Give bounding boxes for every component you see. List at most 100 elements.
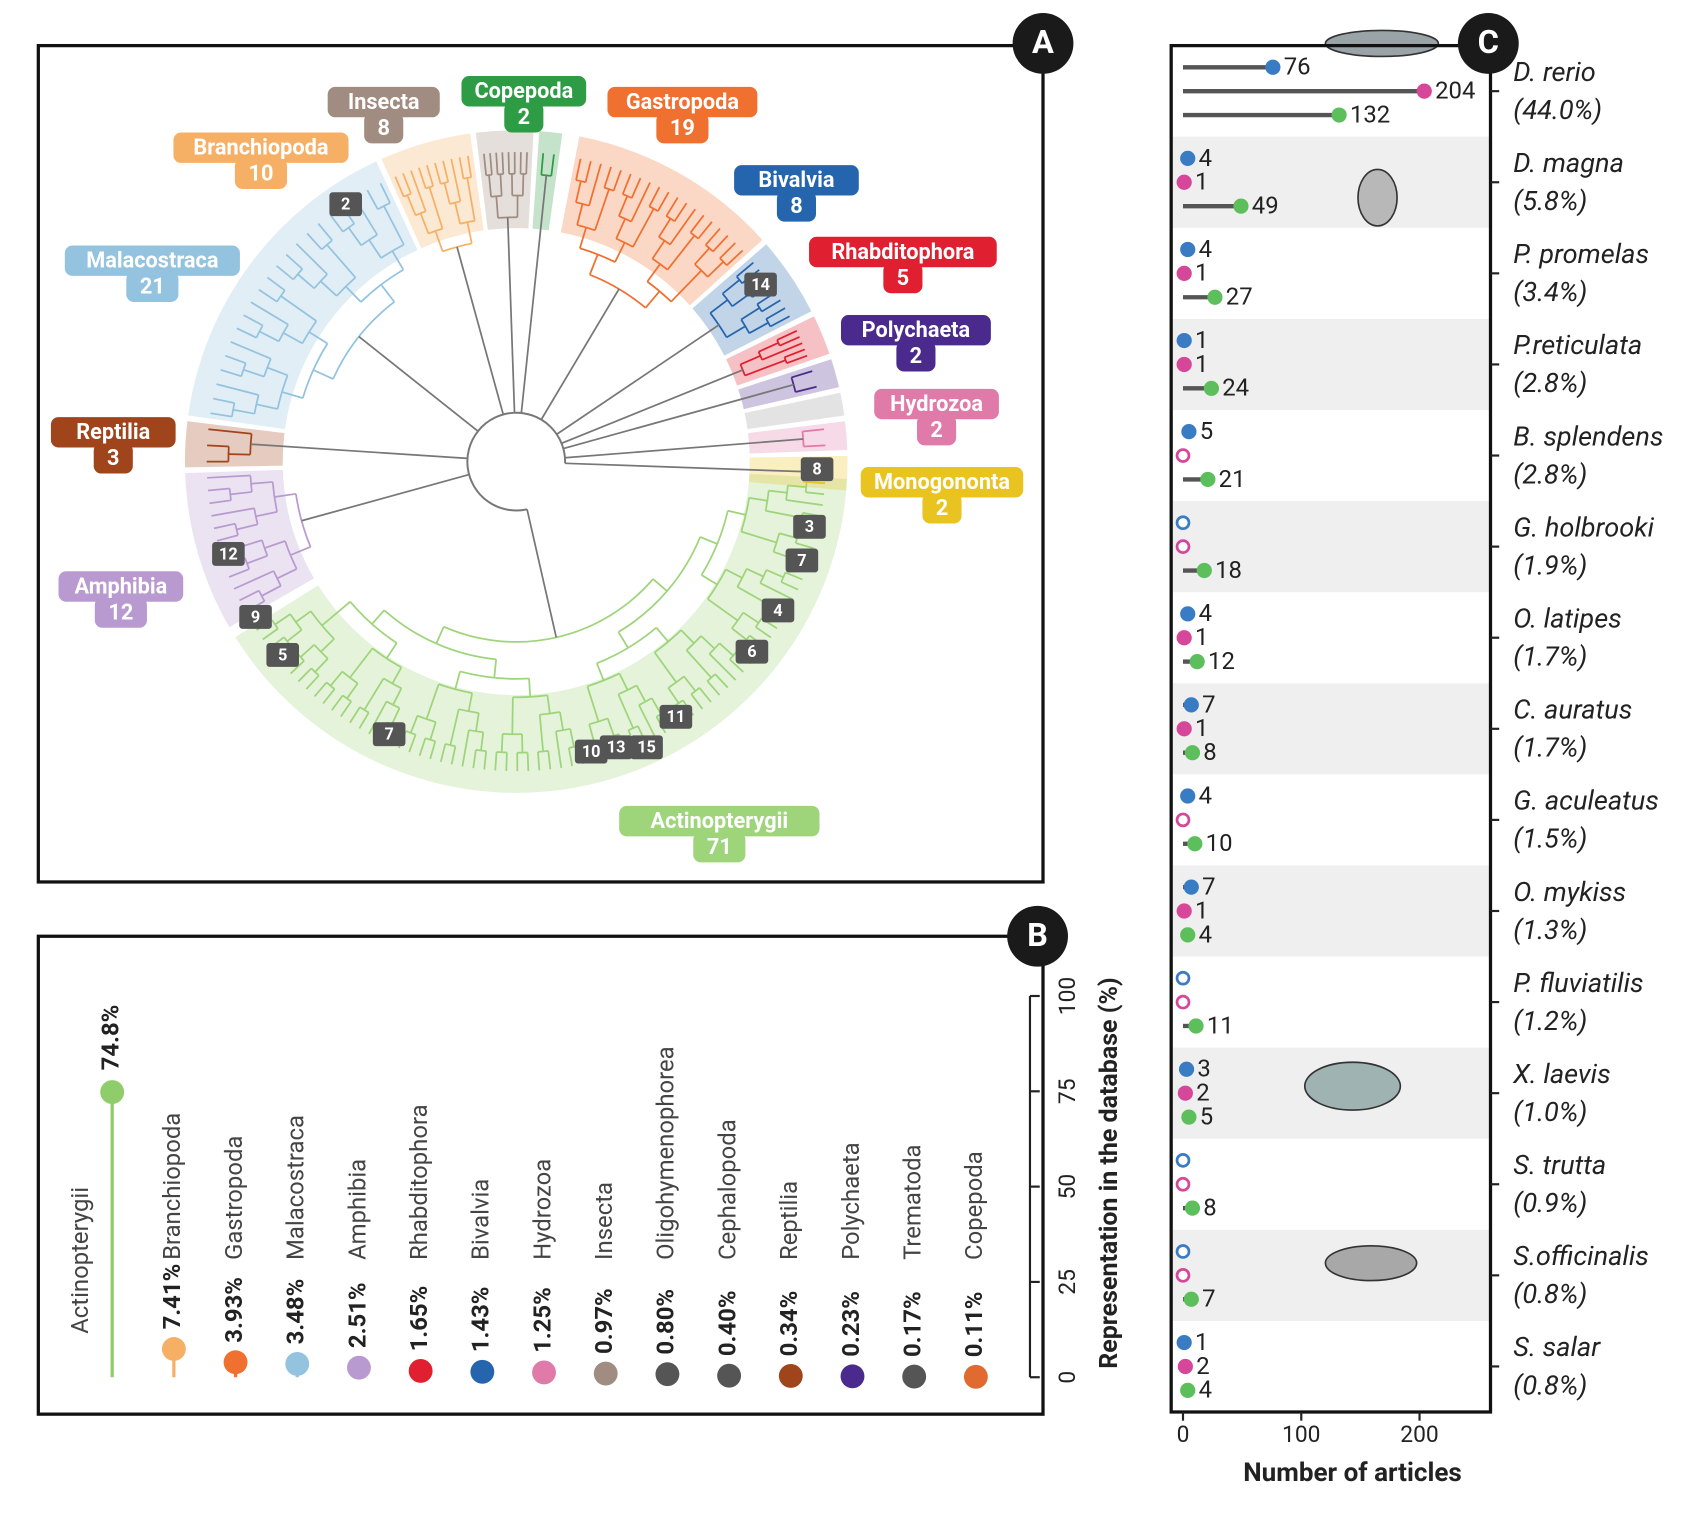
panel-a-frame (36, 43, 1045, 884)
lollipop-dot (1176, 630, 1192, 646)
tree-branch (618, 195, 629, 217)
tree-branch (266, 276, 286, 292)
tree-stem (456, 246, 505, 415)
tree-branch (584, 160, 592, 183)
tree-branch (765, 318, 772, 327)
tree-branch (667, 687, 680, 704)
clade-marker (574, 739, 608, 764)
lollipop-dot (593, 1361, 618, 1386)
category-label: S. salar (1513, 1331, 1601, 1363)
tree-branch (258, 590, 266, 602)
tree-branch (490, 195, 502, 198)
tree-branch (537, 750, 549, 753)
lollipop-dot (1181, 1109, 1197, 1125)
lollipop-dot (1176, 174, 1192, 190)
clade-marker (329, 192, 362, 217)
tree-sector (726, 316, 830, 386)
category-label: Hydrozoa (528, 1159, 556, 1260)
tree-branch (230, 341, 272, 360)
category-label: Cephalopoda (713, 1119, 741, 1260)
tree-branch (358, 712, 370, 729)
tree-branch (442, 242, 472, 253)
category-label: Malacostraca (282, 1115, 310, 1260)
tree-branch (359, 706, 370, 714)
tree-branch (483, 751, 488, 770)
tree-branch (726, 249, 744, 266)
clade-count: 3 (107, 446, 119, 471)
tree-branch (709, 299, 729, 314)
tree-branch (505, 752, 508, 772)
tree-branch (458, 157, 465, 179)
value-label: 8 (1203, 738, 1216, 766)
lollipop-dot (840, 1364, 865, 1389)
lollipop-dot (1175, 515, 1191, 531)
tree-branch (266, 366, 288, 377)
value-label: 2 (1196, 1079, 1209, 1107)
tree-branch (780, 581, 799, 591)
tree-stem (526, 509, 558, 638)
tree-branch (588, 254, 599, 275)
clade-count: 2 (936, 496, 948, 521)
clade-count-box (693, 831, 746, 863)
tree-branch (216, 534, 239, 542)
tree-branch (280, 295, 317, 322)
lollipop-dot (1175, 448, 1191, 463)
tree-branch (589, 273, 647, 309)
tree-branch (434, 162, 442, 185)
lollipop-dot (1331, 107, 1347, 123)
value-label: 1 (1195, 896, 1208, 924)
tree-branch (670, 269, 702, 303)
tree-branch (454, 671, 461, 690)
lollipop-dot (223, 1350, 248, 1375)
lollipop-dot (1176, 265, 1192, 281)
category-share: (0.8%) (1513, 1369, 1587, 1401)
clade-count: 8 (790, 194, 802, 219)
tree-branch (586, 686, 600, 722)
tree-branch (450, 158, 462, 202)
daphnia-icon (1357, 168, 1398, 227)
value-label: 132 (1350, 100, 1390, 128)
tree-branch (314, 658, 329, 673)
panel-letter: A (1032, 23, 1054, 61)
tree-branch (225, 354, 247, 364)
tree-branch (646, 263, 661, 283)
clade-marker (735, 639, 769, 664)
panel-b: 0 25 50 75 100 Representation in the database… (66, 977, 1124, 1389)
lollipop-dot (1180, 1382, 1196, 1398)
tree-branch (276, 374, 289, 410)
clade-label-box (809, 236, 997, 268)
tree-branch (754, 617, 763, 628)
tree-branch (658, 218, 672, 238)
tree-branch (281, 391, 304, 399)
lollipop-dot (1175, 1153, 1191, 1168)
tree-branch (310, 610, 335, 640)
tree-branch (394, 176, 405, 198)
clade-label-box (58, 571, 184, 602)
tree-branch (466, 221, 473, 244)
lollipop-dot (1176, 332, 1192, 349)
frog-icon (1303, 1061, 1402, 1111)
clade-marker-label: 7 (797, 551, 806, 570)
tree-branch (803, 480, 826, 485)
tree-branch (665, 197, 679, 217)
tree-branch (651, 697, 662, 715)
value-label: 1 (1195, 714, 1208, 742)
y-tick-label: 50 (1054, 1174, 1081, 1200)
tree-branch (406, 194, 417, 216)
tree-branch (657, 191, 670, 212)
tree-branch (594, 188, 610, 231)
category-share: (2.8%) (1513, 458, 1587, 490)
category-share: (44.0%) (1513, 94, 1602, 126)
tree-branch (712, 235, 729, 253)
lollipop-dot (100, 1080, 125, 1105)
tree-branch (776, 339, 781, 347)
lollipop-dot (655, 1362, 680, 1387)
tree-branch (579, 227, 587, 249)
tree-branch (632, 208, 655, 248)
category-share: (1.7%) (1513, 641, 1587, 673)
clade-marker-label: 6 (747, 642, 756, 661)
tree-branch (727, 509, 747, 516)
tree-branch (685, 635, 702, 651)
tree-branch (791, 370, 813, 379)
